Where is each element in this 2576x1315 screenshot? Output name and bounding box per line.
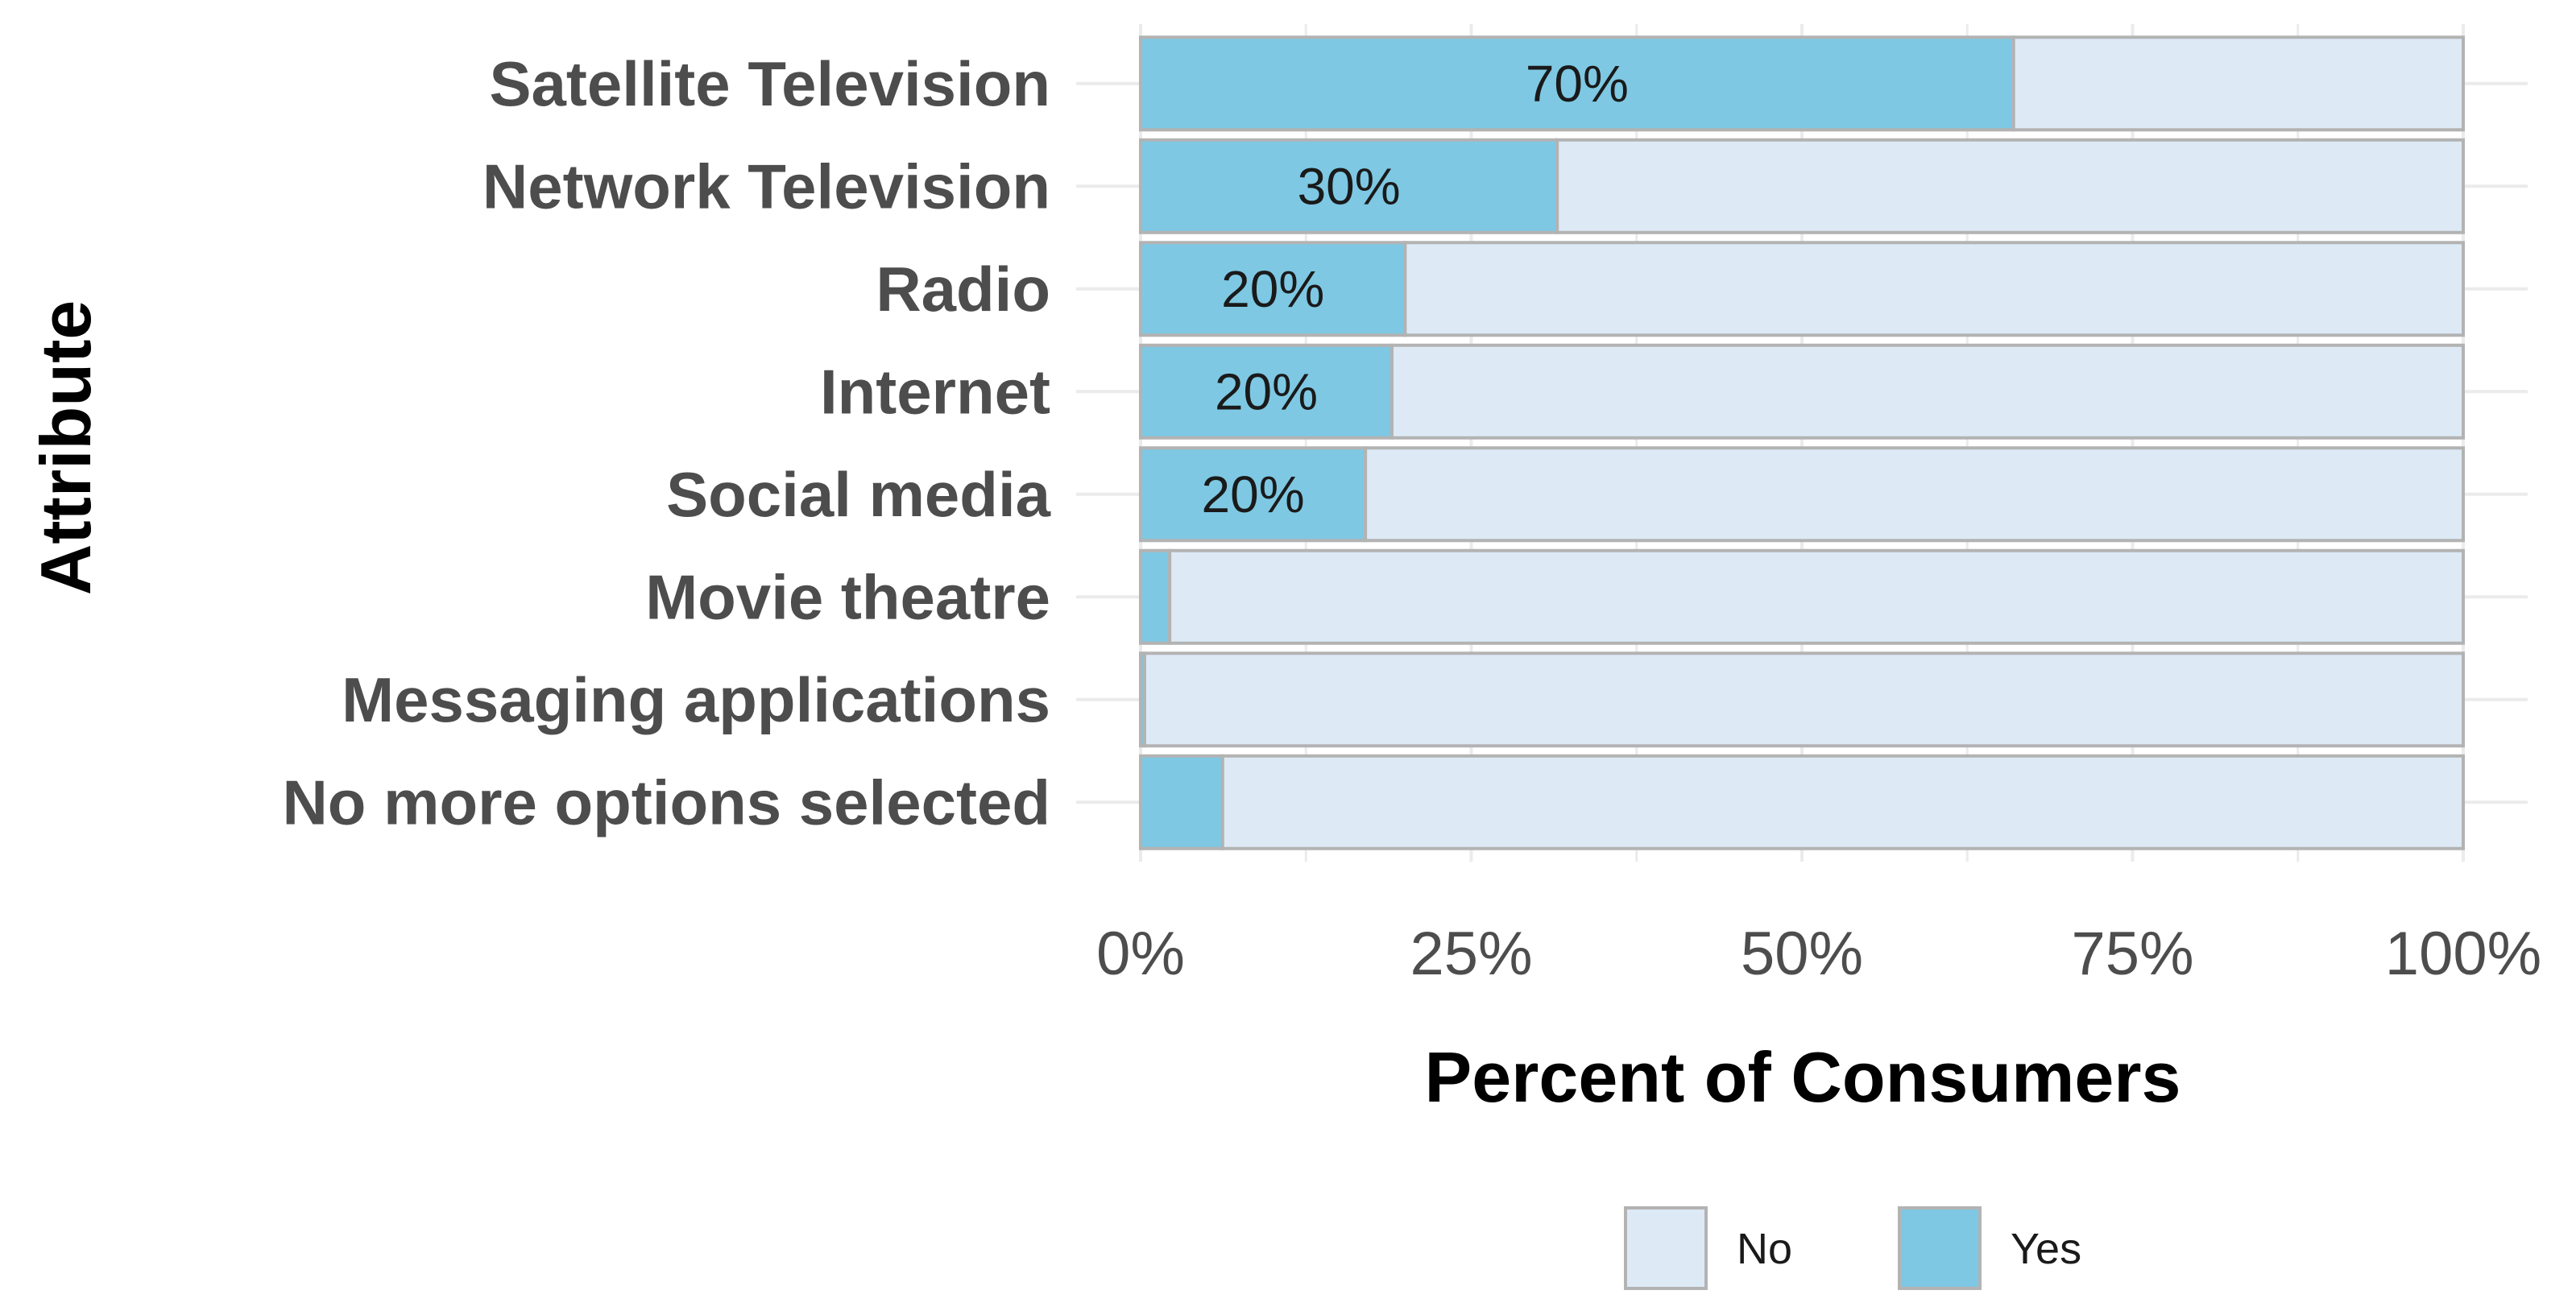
data-label: 20%	[1215, 362, 1318, 420]
legend-label-yes: Yes	[2011, 1225, 2081, 1273]
bar-segment-no	[1142, 651, 2465, 748]
data-label: 20%	[1202, 465, 1305, 523]
category-label: Satellite Television	[490, 48, 1050, 119]
bar-segment-no	[1364, 446, 2465, 543]
data-label: 70%	[1526, 55, 1629, 113]
category-label: No more options selected	[282, 767, 1050, 837]
bar-segment-no	[1389, 343, 2465, 440]
category-label: Movie theatre	[645, 561, 1050, 632]
bar-segment-yes	[1139, 754, 1224, 850]
legend-key-no	[1624, 1206, 1708, 1290]
data-label: 20%	[1221, 260, 1324, 318]
bar-segment-no	[1555, 138, 2465, 234]
x-axis-ticks: 0% 25% 50% 75% 100%	[1096, 920, 2541, 988]
y-axis-title: Attribute	[26, 300, 106, 596]
category-label: Internet	[820, 356, 1050, 427]
x-tick-label: 0%	[1096, 920, 1185, 988]
category-axis-labels: Satellite Television Network Television Ra…	[282, 48, 1050, 838]
bar-segment-no	[1168, 548, 2465, 645]
bar-segment-yes	[1139, 241, 1407, 337]
bar-segment-no	[2011, 35, 2465, 132]
legend-key-yes	[1898, 1206, 1982, 1290]
bar-segment-yes	[1139, 35, 2015, 132]
category-label: Messaging applications	[342, 664, 1050, 735]
bar-segment-no	[1403, 241, 2465, 337]
legend-label-no: No	[1737, 1225, 1792, 1273]
x-tick-label: 50%	[1741, 920, 1863, 988]
bar-segment-yes	[1139, 138, 1559, 234]
x-axis-title: Percent of Consumers	[1425, 1037, 2181, 1117]
x-tick-label: 25%	[1410, 920, 1532, 988]
category-label: Social media	[666, 459, 1050, 530]
legend: No Yes	[1624, 1206, 2081, 1290]
bars: 70% 30% 20% 20% 20%	[1139, 35, 2465, 850]
data-label: 30%	[1298, 157, 1401, 215]
category-label: Radio	[876, 254, 1050, 325]
bar-segment-yes	[1139, 446, 1368, 543]
bar-segment-no	[1220, 754, 2465, 850]
x-tick-label: 75%	[2071, 920, 2193, 988]
category-label: Network Television	[482, 151, 1050, 221]
bar-segment-yes	[1139, 548, 1172, 645]
bar-segment-yes	[1139, 343, 1394, 440]
x-tick-label: 100%	[2385, 920, 2541, 988]
